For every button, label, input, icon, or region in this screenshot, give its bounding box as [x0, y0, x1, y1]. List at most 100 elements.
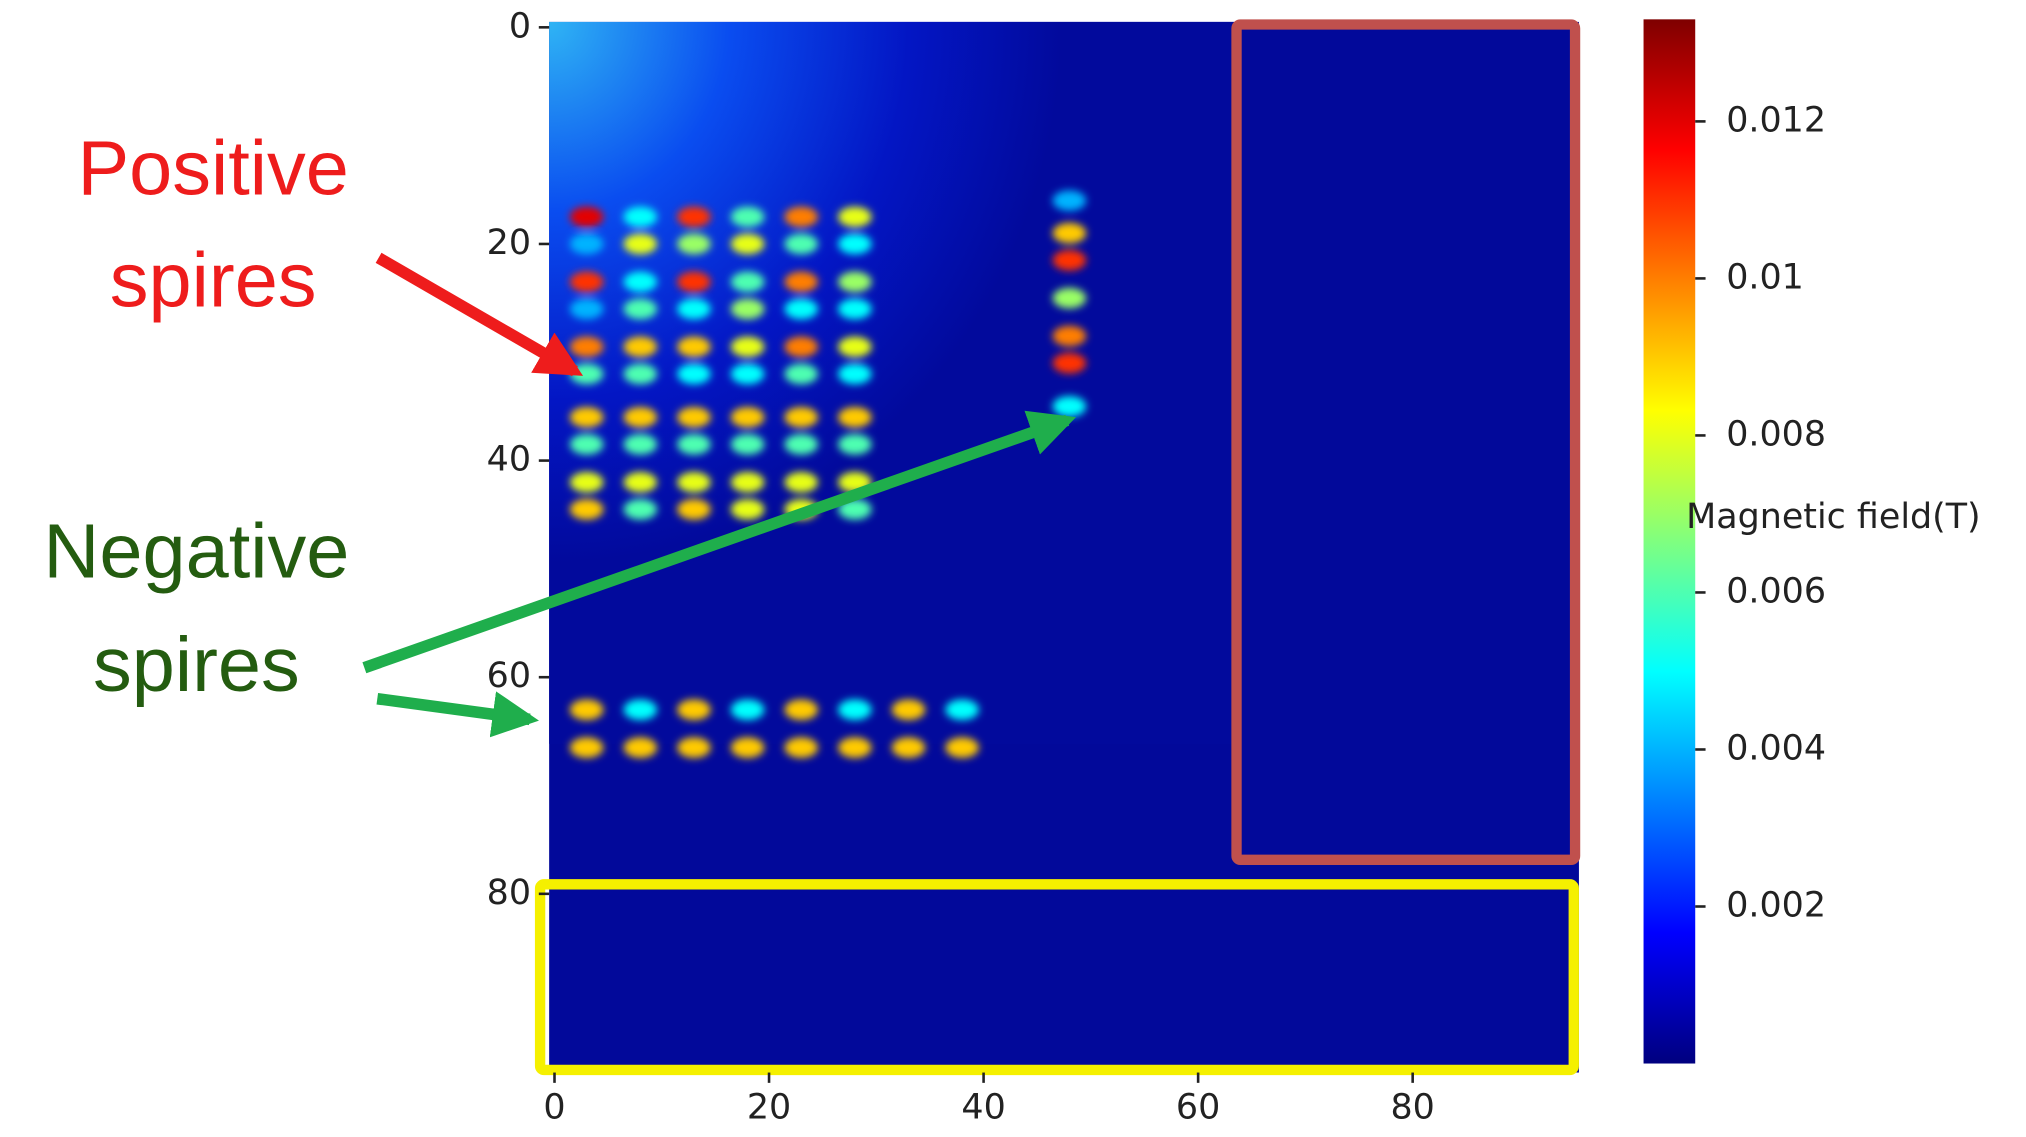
spire: [784, 471, 819, 493]
spires: [569, 190, 1087, 758]
y-tick-label: 60: [487, 656, 531, 696]
spire: [623, 737, 658, 758]
y-tick-label: 40: [487, 440, 531, 480]
spire: [623, 699, 658, 721]
spire: [730, 206, 765, 228]
spire: [677, 406, 711, 428]
spire: [677, 499, 711, 520]
spire: [1052, 249, 1087, 271]
spire: [1052, 287, 1087, 309]
annotation: spires: [110, 238, 317, 324]
spire: [569, 336, 604, 358]
spire: [730, 499, 765, 520]
y-tick-label: 20: [487, 223, 531, 263]
spire: [730, 336, 765, 358]
spire: [784, 233, 819, 255]
spire: [1052, 396, 1087, 417]
spire: [1052, 325, 1087, 347]
field-glow: [549, 21, 1234, 744]
spire: [569, 298, 604, 320]
spire: [784, 434, 819, 455]
spire: [623, 271, 658, 293]
spire: [838, 434, 872, 455]
colorbar-tick-label: 0.008: [1726, 414, 1826, 454]
spire: [677, 271, 711, 293]
y-tick-label: 0: [509, 6, 531, 46]
spire: [730, 298, 765, 320]
arrow: [376, 691, 539, 738]
spire: [730, 434, 765, 455]
spire: [838, 206, 872, 228]
spire: [838, 336, 872, 358]
red-box: [1231, 19, 1581, 865]
colorbar-tick-label: 0.01: [1726, 257, 1804, 297]
spire: [569, 206, 604, 228]
arrow: [375, 252, 584, 377]
spire: [569, 271, 604, 293]
spire: [569, 434, 604, 455]
spire: [784, 271, 819, 293]
spire: [623, 499, 658, 520]
x-tick-label: 60: [1176, 1088, 1220, 1128]
x-tick-label: 0: [543, 1088, 565, 1128]
spire: [784, 206, 819, 228]
spire: [623, 406, 658, 428]
colorbar-label: Magnetic field(T): [1686, 497, 1980, 537]
spire: [677, 737, 711, 758]
spire: [677, 336, 711, 358]
colorbar-tick-label: 0.006: [1726, 571, 1826, 611]
spire: [784, 336, 819, 358]
annotation: Negative: [43, 508, 349, 594]
spire: [838, 737, 872, 758]
spire: [569, 233, 604, 255]
spire: [623, 233, 658, 255]
spire: [623, 298, 658, 320]
spire: [784, 363, 819, 385]
y-tick-label: 80: [487, 873, 531, 913]
spire: [784, 406, 819, 428]
x-tick-label: 80: [1390, 1088, 1434, 1128]
spire: [1052, 352, 1087, 374]
spire: [1052, 190, 1087, 211]
spire: [677, 699, 711, 721]
spire: [569, 699, 604, 721]
spire: [891, 699, 926, 721]
spire: [1052, 222, 1087, 244]
spire: [838, 363, 872, 385]
spire: [730, 233, 765, 255]
spire: [838, 233, 872, 255]
spire: [838, 298, 872, 320]
spire: [677, 233, 711, 255]
colorbar: [1643, 19, 1696, 1064]
spire: [623, 471, 658, 493]
colorbar-tick-label: 0.004: [1726, 729, 1826, 769]
spire: [784, 298, 819, 320]
spire: [677, 206, 711, 228]
x-tick-label: 20: [747, 1088, 791, 1128]
colorbar-tick-label: 0.012: [1726, 100, 1826, 140]
spire: [730, 271, 765, 293]
spire: [838, 699, 872, 721]
spire: [677, 471, 711, 493]
spire: [838, 406, 872, 428]
spire: [945, 699, 979, 721]
spire: [677, 434, 711, 455]
spire: [569, 471, 604, 493]
spire: [730, 406, 765, 428]
spire: [623, 363, 658, 385]
spire: [730, 471, 765, 493]
spire: [838, 499, 872, 520]
annotation: spires: [93, 622, 300, 708]
spire: [677, 298, 711, 320]
spire: [730, 363, 765, 385]
spire: [569, 406, 604, 428]
spire: [838, 271, 872, 293]
spire: [569, 499, 604, 520]
spire: [623, 336, 658, 358]
spire: [784, 699, 819, 721]
spire: [677, 363, 711, 385]
spire: [730, 737, 765, 758]
spire: [623, 434, 658, 455]
